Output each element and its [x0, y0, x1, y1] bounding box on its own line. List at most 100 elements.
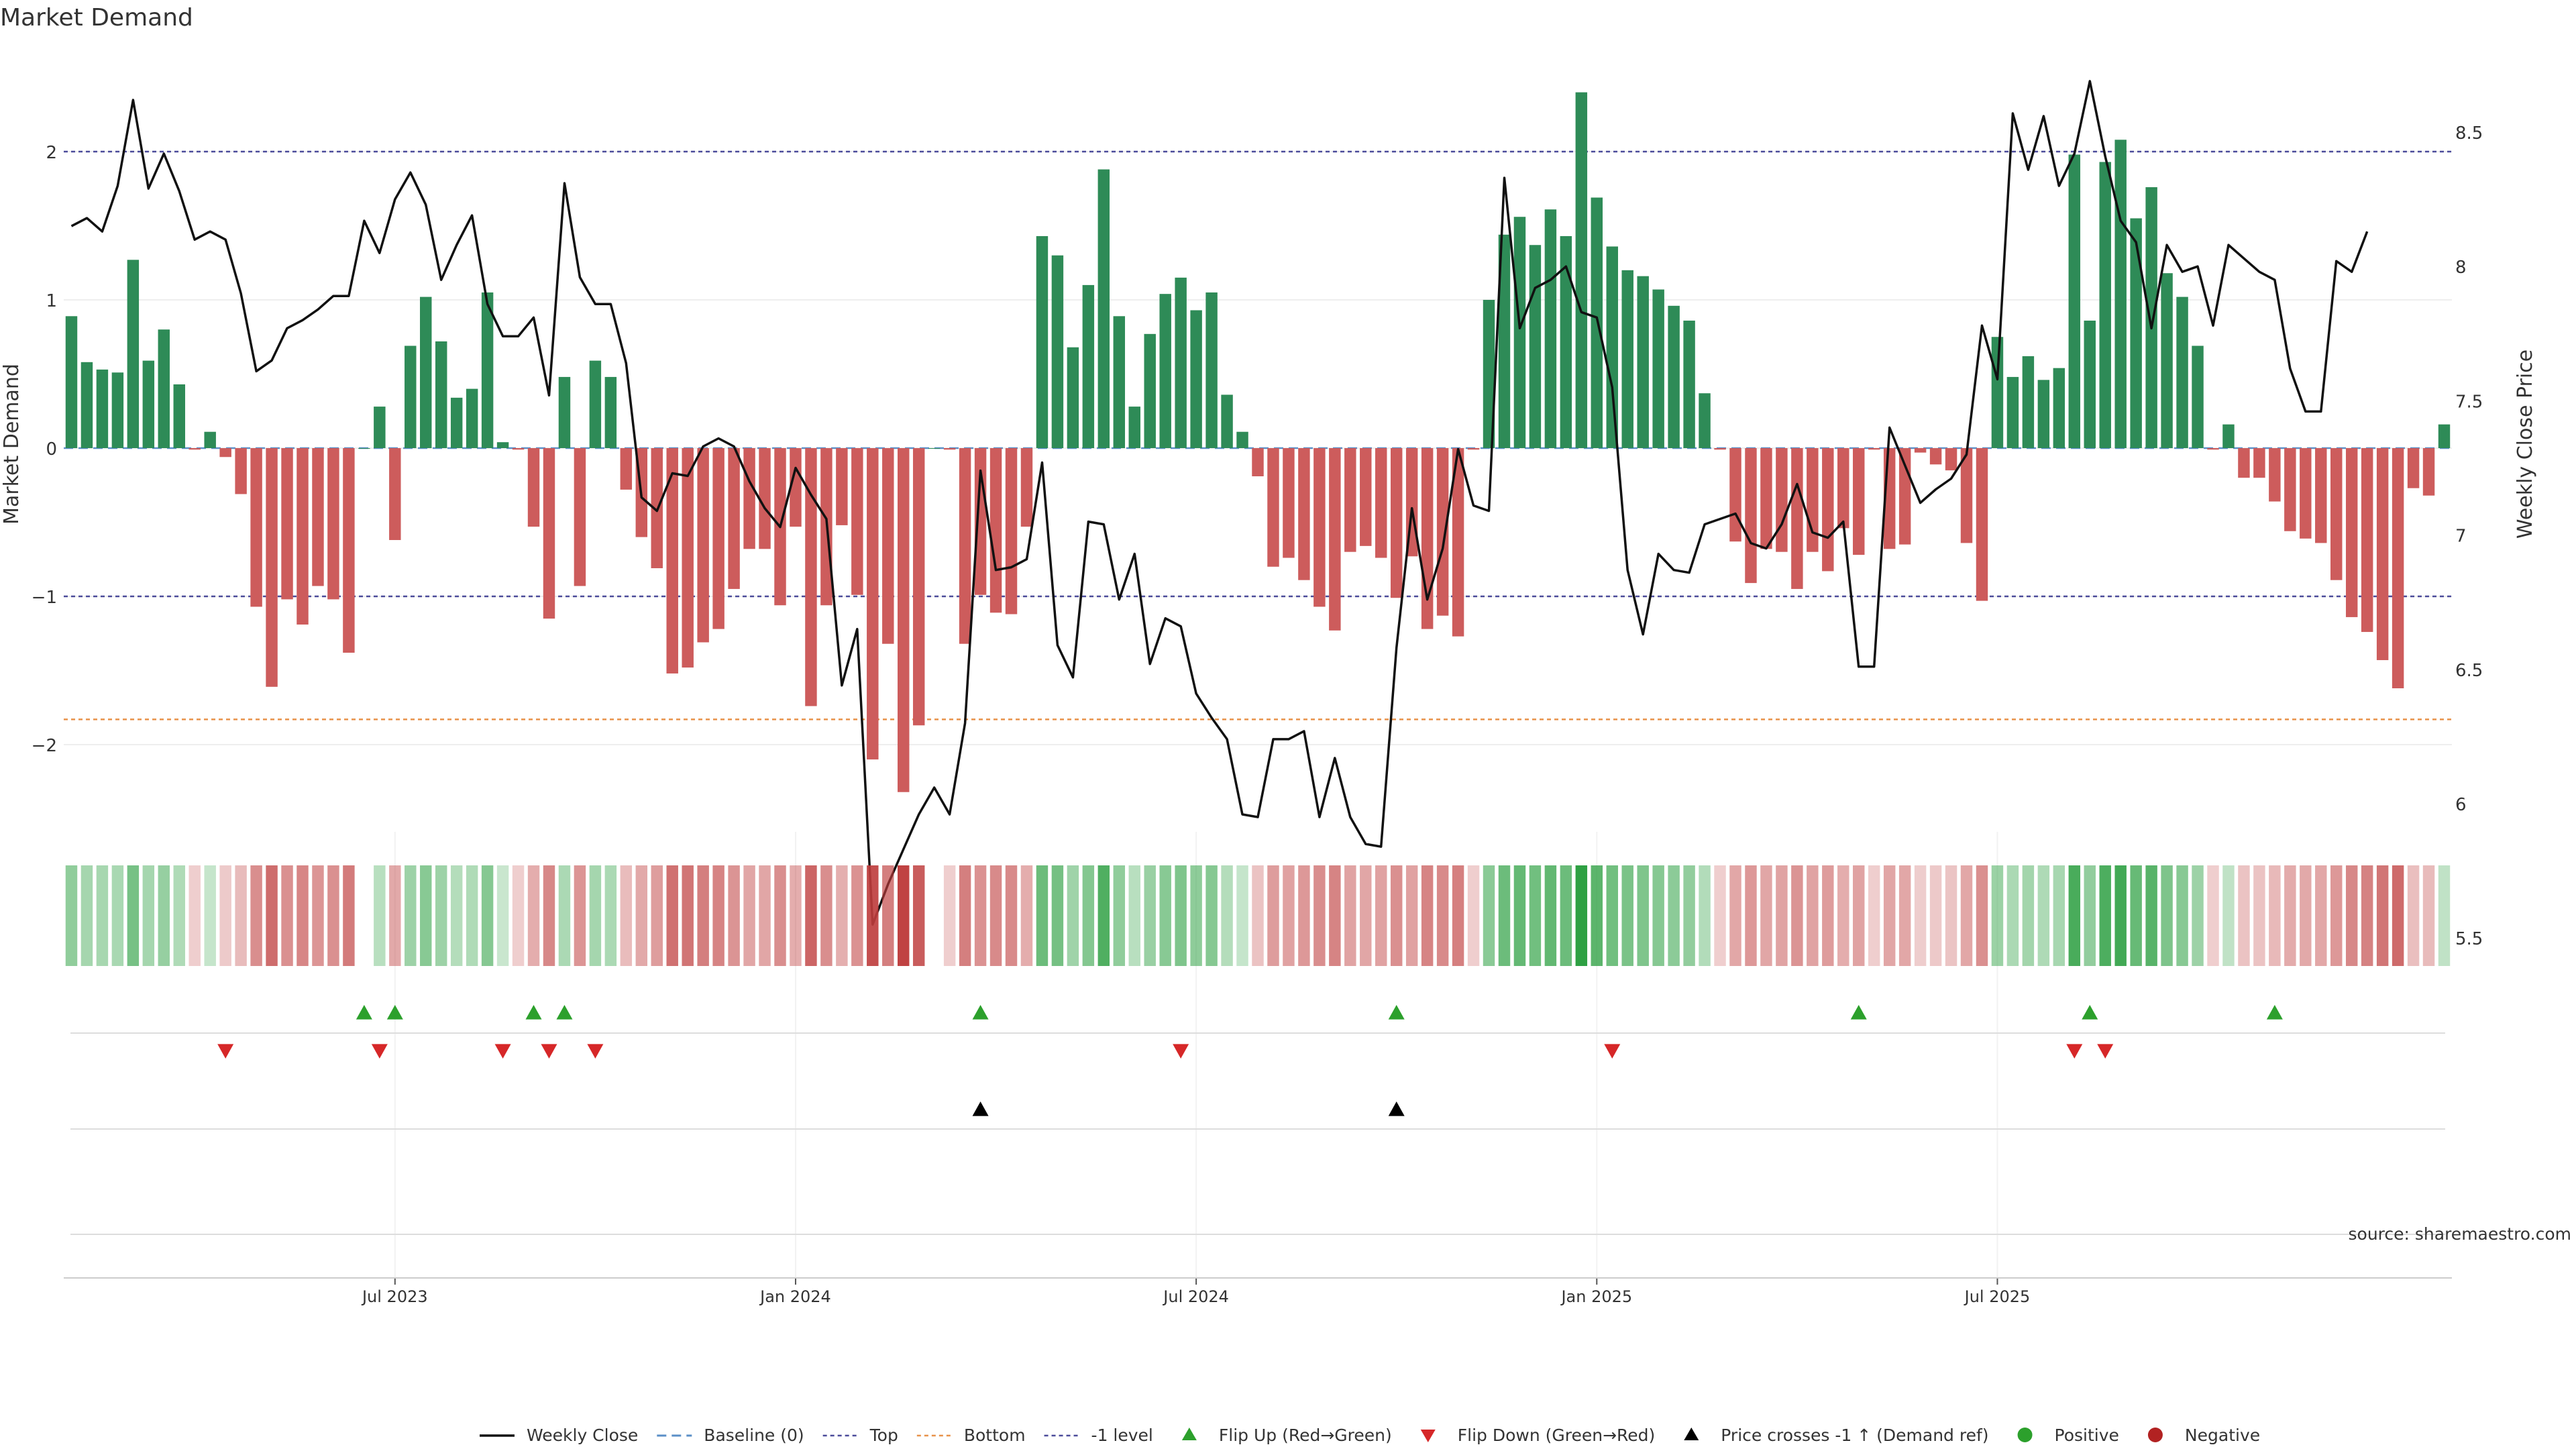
heat-cell [2238, 865, 2250, 966]
demand-bar [1945, 448, 1957, 471]
demand-bar [2114, 140, 2127, 448]
flip-up-marker [556, 1005, 573, 1020]
flip-up-marker [2082, 1005, 2098, 1020]
demand-bar [1498, 234, 1511, 448]
demand-bar [1513, 217, 1526, 448]
legend-label: -1 level [1091, 1426, 1153, 1445]
heat-cell [666, 865, 678, 966]
heat-cell [1283, 865, 1295, 966]
heat-cell [1714, 865, 1726, 966]
heat-cell [898, 865, 910, 966]
demand-bar [1683, 320, 1695, 448]
heat-cell [712, 865, 724, 966]
heat-cell [466, 865, 478, 966]
heat-cell [1883, 865, 1896, 966]
flip-down-marker [2097, 1044, 2114, 1059]
demand-bar [728, 448, 740, 589]
heat-cell [2099, 865, 2111, 966]
heat-cell [2037, 865, 2050, 966]
demand-bar [1267, 448, 1279, 567]
signal-markers [70, 1005, 2445, 1235]
heat-cell [235, 865, 247, 966]
flip-up-marker [1850, 1005, 1867, 1020]
heat-cell [1960, 865, 1973, 966]
heat-cell [574, 865, 586, 966]
demand-bar [2037, 380, 2050, 448]
heat-cell [2284, 865, 2296, 966]
heat-cell [589, 865, 602, 966]
demand-bar [1976, 448, 1988, 601]
demand-bar [959, 448, 971, 644]
heat-cell [281, 865, 293, 966]
heat-cell [2315, 865, 2327, 966]
heat-cell [1529, 865, 1542, 966]
heat-cell [1945, 865, 1957, 966]
flip-up-marker [972, 1005, 989, 1020]
heat-cell [1082, 865, 1095, 966]
heat-cell [327, 865, 339, 966]
flip-down-marker [1604, 1044, 1621, 1059]
demand-bar [1544, 209, 1557, 448]
heat-cell [1221, 865, 1233, 966]
flip-up-marker [386, 1005, 403, 1020]
flip-down-marker [1173, 1044, 1189, 1059]
right-axis-label: Weekly Close Price [2514, 350, 2537, 539]
demand-bar [250, 448, 262, 607]
heat-cell [805, 865, 817, 966]
demand-bar [1960, 448, 1973, 543]
heat-cell [297, 865, 309, 966]
heat-cell [989, 865, 1002, 966]
demand-bar [1760, 448, 1772, 549]
legend-item: Positive [2017, 1426, 2119, 1445]
demand-bar [1051, 255, 1064, 448]
heat-cell [80, 865, 93, 966]
flip-down-marker [217, 1044, 234, 1059]
heat-cell [1360, 865, 1372, 966]
demand-bar [1190, 310, 1202, 448]
heat-cell [1436, 865, 1449, 966]
heat-cell [1205, 865, 1218, 966]
demand-bar [343, 448, 355, 653]
demand-bar [420, 297, 432, 448]
heat-cell [604, 865, 617, 966]
demand-bar [943, 448, 956, 450]
close-price-line [70, 80, 2369, 926]
legend-label: Top [869, 1426, 898, 1445]
heat-cell [1190, 865, 1202, 966]
legend-label: Weekly Close [527, 1426, 638, 1445]
demand-bar [204, 431, 216, 448]
demand-bar [928, 448, 941, 449]
heat-cell [2207, 865, 2219, 966]
demand-bar [1175, 277, 1187, 448]
heat-cell [420, 865, 432, 966]
demand-bar [2438, 424, 2451, 448]
legend-item: Negative [2147, 1426, 2260, 1445]
demand-bar [1113, 316, 1126, 448]
heat-cell [1051, 865, 1064, 966]
heat-cell [1329, 865, 1341, 966]
heat-cell [1067, 865, 1079, 966]
heat-cell [651, 865, 663, 966]
heat-cell [1313, 865, 1326, 966]
x-tick-label: Jan 2025 [1560, 1287, 1632, 1306]
demand-bar [1929, 448, 1942, 465]
heat-cell [1483, 865, 1495, 966]
heat-cell [1097, 865, 1110, 966]
left-tick-label: 1 [46, 291, 57, 311]
demand-bar [512, 448, 525, 450]
weekly-close-line [70, 80, 2369, 926]
demand-bar [1868, 448, 1880, 450]
heat-cell [1175, 865, 1187, 966]
legend-label: Price crosses -1 ↑ (Demand ref) [1721, 1426, 1988, 1445]
heat-cell [1113, 865, 1126, 966]
demand-bar [1097, 169, 1110, 448]
heat-cell [2222, 865, 2235, 966]
heat-cell [728, 865, 740, 966]
heat-cell [266, 865, 278, 966]
demand-bar [1807, 448, 1819, 552]
heat-cell [496, 865, 509, 966]
heat-cell [851, 865, 863, 966]
flip-down-marker [494, 1044, 511, 1059]
demand-bar [1159, 294, 1171, 448]
legend-item: Flip Up (Red→Green) [1181, 1426, 1392, 1445]
